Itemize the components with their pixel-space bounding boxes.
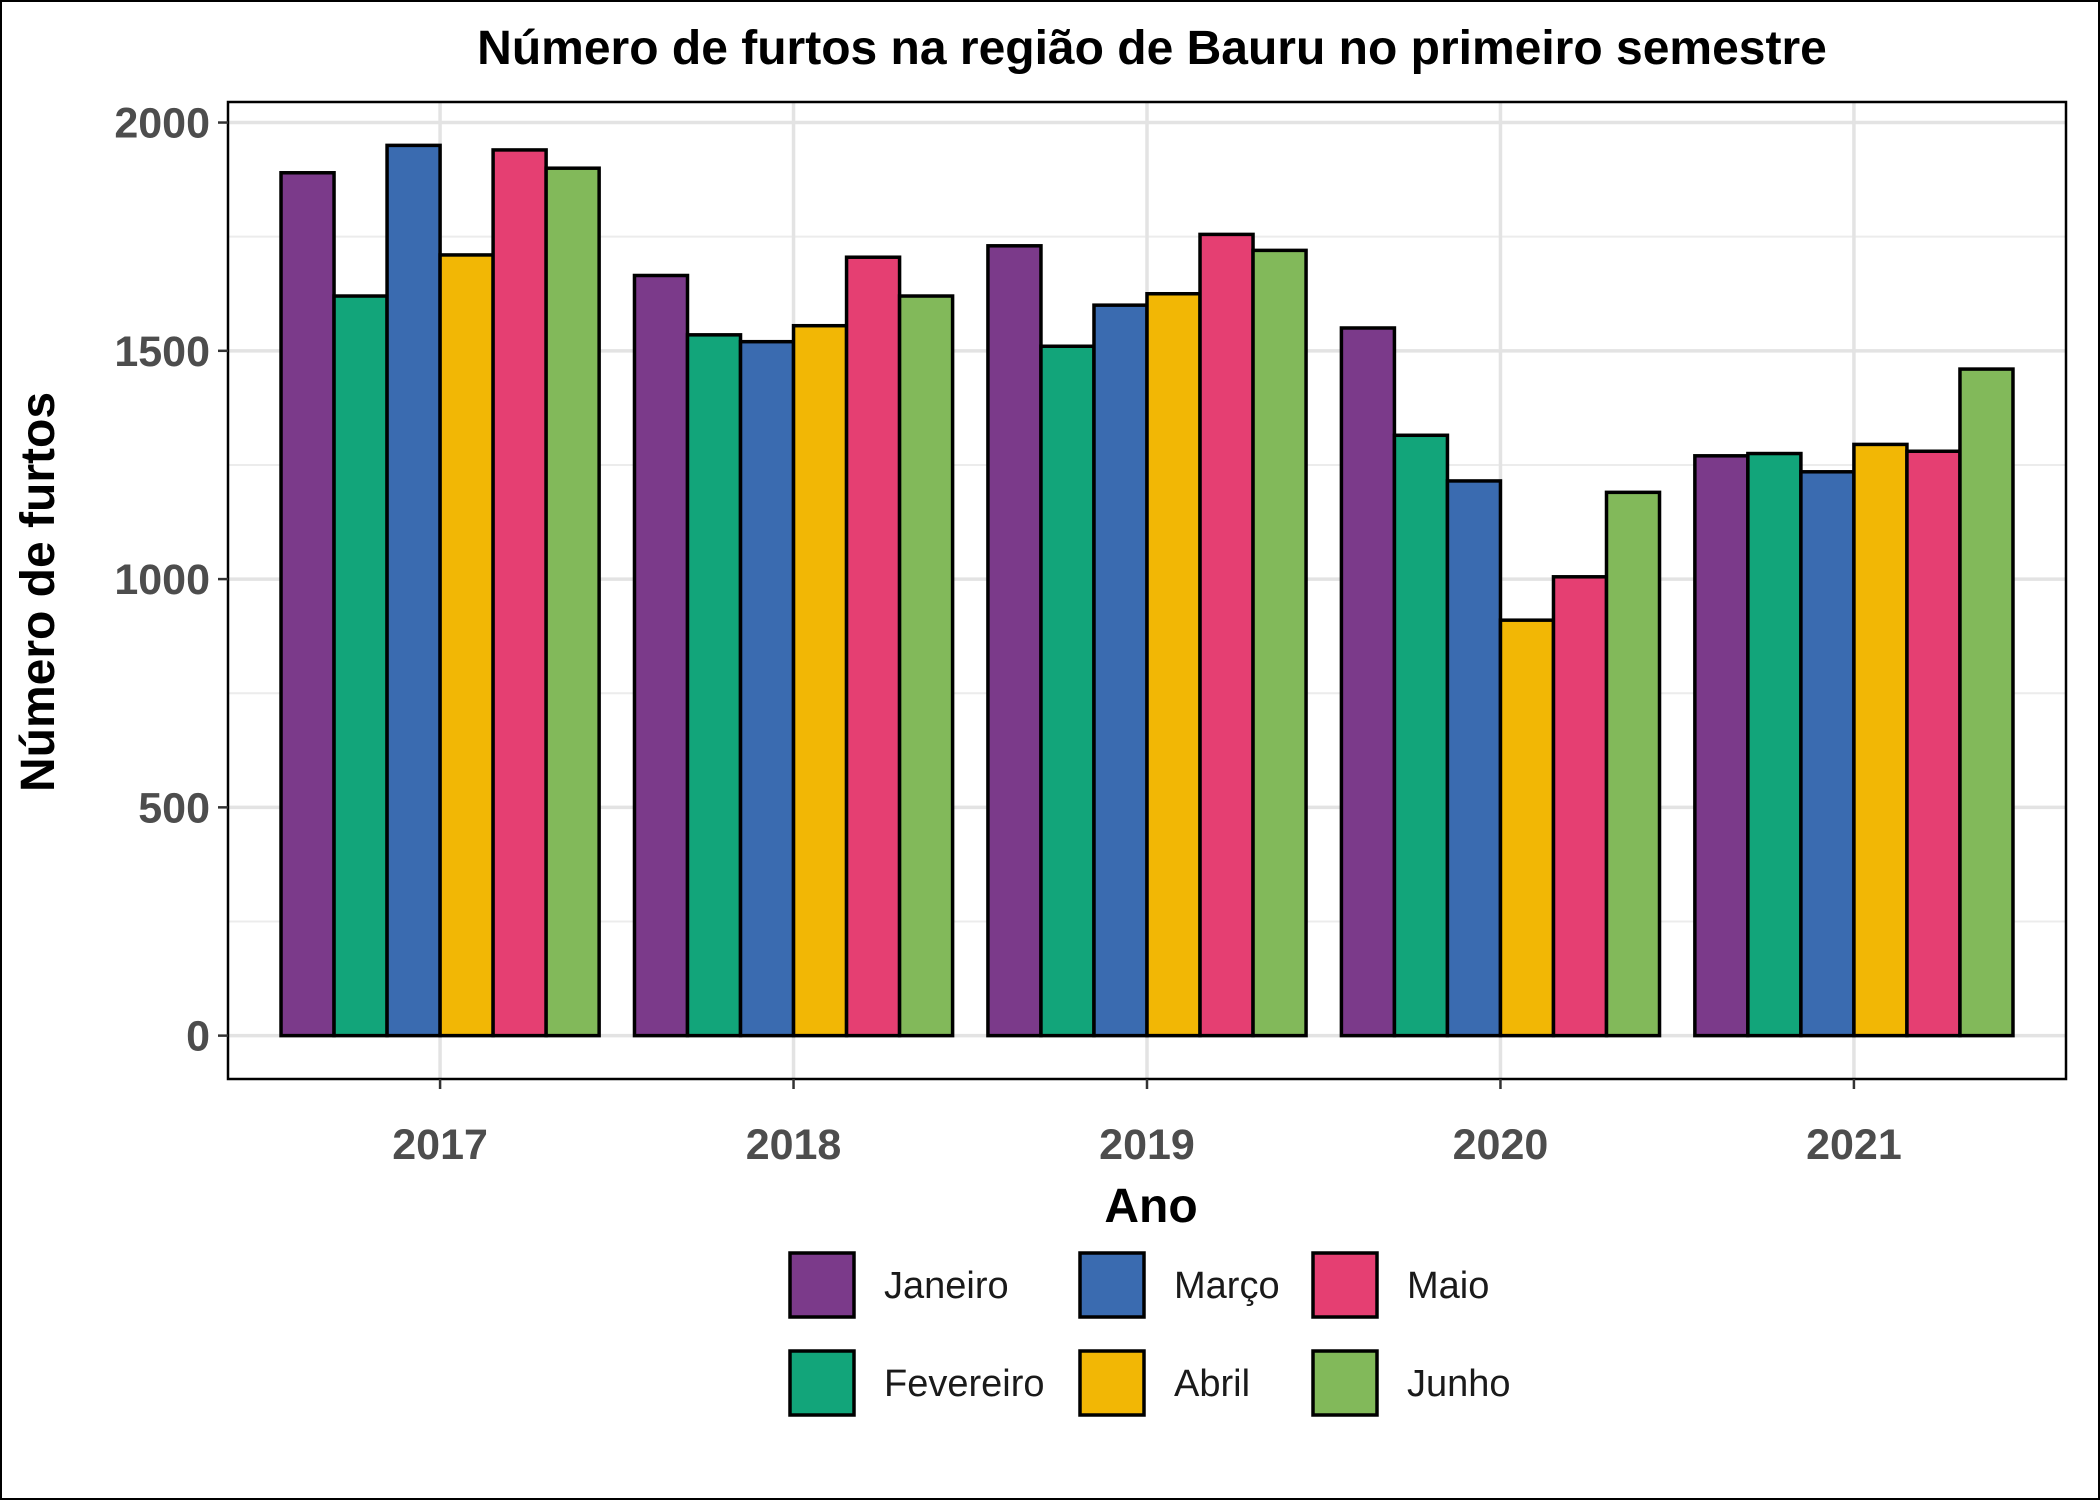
bar-2017-janeiro [279,171,336,1038]
bar-2017-fevereiro [332,294,389,1038]
legend-key-março [1078,1251,1146,1319]
legend-key-junho [1311,1349,1379,1417]
bar-2017-maio [491,148,548,1038]
bar-2018-fevereiro [685,333,743,1038]
x-tick-label: 2021 [1806,1121,1902,1169]
bar-2017-março [385,143,442,1038]
y-tick-label: 2000 [114,100,210,148]
legend-label-maio: Maio [1407,1265,1489,1307]
bar-2018-abril [791,323,849,1038]
bar-2020-março [1445,479,1503,1038]
bar-2018-maio [844,255,902,1038]
legend-key-fevereiro [788,1349,856,1417]
bar-2021-abril [1852,442,1909,1038]
y-axis-label: Número de furtos [12,392,65,792]
bar-2017-junho [544,166,601,1038]
bar-2017-abril [438,253,495,1038]
y-tick-label: 0 [186,1013,210,1061]
y-tick-label: 1000 [114,556,210,604]
bar-2019-junho [1251,248,1308,1038]
legend-key-abril [1078,1349,1146,1417]
bar-2020-maio [1551,575,1609,1038]
bar-2019-abril [1145,291,1202,1038]
legend-key-janeiro [788,1251,856,1319]
x-tick-label: 2018 [746,1121,842,1169]
legend-label-fevereiro: Fevereiro [884,1363,1045,1405]
y-tick-label: 500 [138,784,210,832]
x-axis-label: Ano [1104,1180,1197,1233]
x-tick-label: 2019 [1099,1121,1195,1169]
y-tick-label: 1500 [114,328,210,376]
legend: Janeiro Fevereiro Março Abril Maio Junho [788,1251,1511,1417]
bar-2019-fevereiro [1039,344,1096,1038]
bar-2018-janeiro [632,273,690,1038]
legend-key-maio [1311,1251,1379,1319]
bar-2019-maio [1198,232,1255,1038]
y-axis-ticks: 0 500 1000 1500 2000 [114,100,228,1061]
bars [279,143,2015,1038]
bar-2020-junho [1604,490,1662,1038]
bar-2021-março [1799,470,1856,1038]
legend-label-março: Março [1174,1265,1280,1307]
x-tick-label: 2020 [1453,1121,1549,1169]
legend-label-janeiro: Janeiro [884,1265,1009,1307]
legend-label-abril: Abril [1174,1363,1250,1405]
x-axis-ticks: 2017 2018 2019 2020 2021 [392,1079,1902,1169]
bar-2021-maio [1905,449,1962,1038]
legend-label-junho: Junho [1407,1363,1511,1405]
bar-2021-junho [1958,367,2015,1038]
bar-2020-janeiro [1339,326,1397,1038]
bar-2020-fevereiro [1392,433,1450,1038]
bar-2019-março [1092,303,1149,1038]
bar-2021-fevereiro [1746,451,1803,1038]
bar-2019-janeiro [986,244,1043,1038]
bar-2018-março [738,339,796,1038]
bar-2020-abril [1498,618,1556,1038]
bar-2021-janeiro [1693,454,1750,1038]
chart-title: Número de furtos na região de Bauru no p… [477,22,1827,75]
x-tick-label: 2017 [392,1121,488,1169]
bar-2018-junho [897,294,955,1038]
